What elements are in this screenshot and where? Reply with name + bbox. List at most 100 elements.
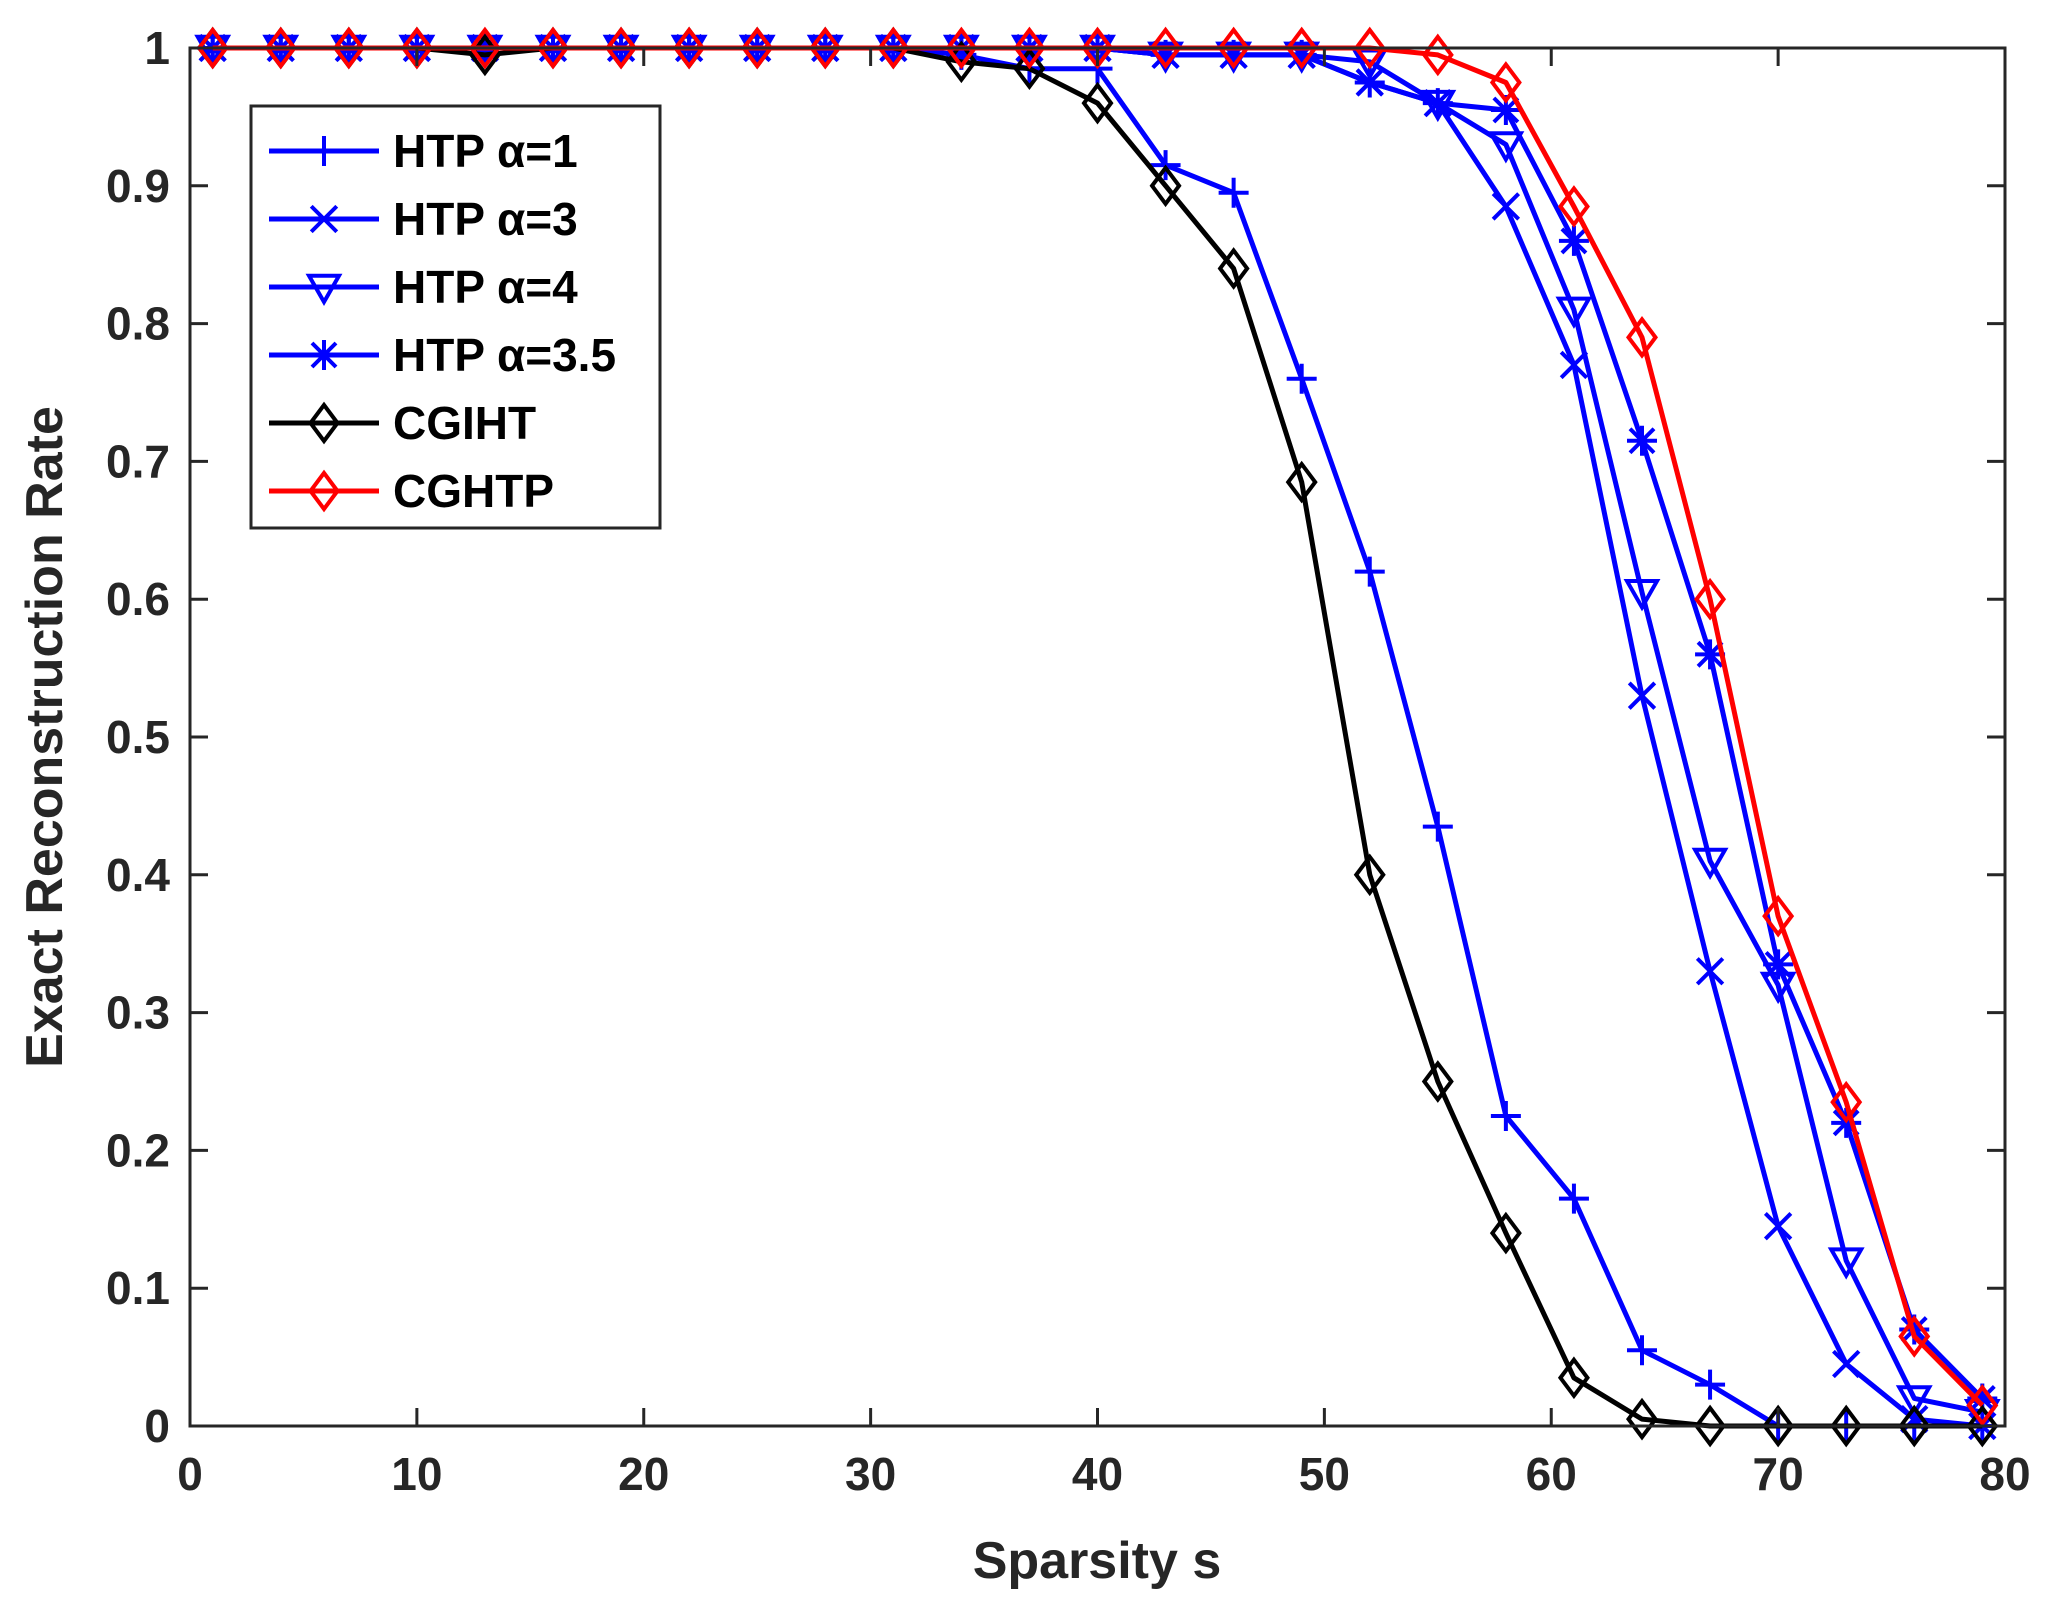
data-point [1627, 1335, 1657, 1366]
data-point [1217, 26, 1250, 70]
y-tick-label: 0 [144, 1400, 170, 1452]
data-point [1966, 1404, 1999, 1448]
data-point [1421, 1060, 1454, 1103]
legend-marker [309, 204, 339, 234]
data-point [1286, 39, 1317, 70]
data-point [1557, 1356, 1590, 1400]
legend-label: CGHTP [393, 465, 554, 517]
data-point [1559, 350, 1589, 380]
data-point [1218, 177, 1249, 208]
x-tick-label: 60 [1526, 1448, 1577, 1500]
data-point [1149, 164, 1182, 208]
data-point [1627, 425, 1657, 456]
data-point [1832, 1349, 1861, 1379]
data-point [1422, 811, 1453, 842]
series-line [212, 45, 1983, 1429]
data-point [1762, 1404, 1795, 1448]
data-point [877, 26, 910, 70]
data-point [1354, 556, 1385, 587]
data-point [1286, 363, 1317, 394]
data-point [1763, 949, 1794, 980]
data-point [1627, 681, 1657, 710]
y-tick-label: 0.9 [106, 160, 170, 212]
data-point [945, 26, 978, 70]
data-point [1555, 296, 1593, 329]
y-tick-label: 0.2 [106, 1124, 170, 1176]
legend: HTP α=1 HTP α=3 HTP α=4 HTP α=3.5 CGIHT CGHTP [249, 104, 662, 530]
x-tick-label: 80 [1979, 1448, 2030, 1500]
data-point [1695, 957, 1725, 986]
data-point [1895, 1385, 1933, 1418]
data-point [468, 26, 501, 70]
y-tick-label: 0.7 [106, 435, 170, 487]
legend-label: HTP α=1 [393, 125, 578, 177]
data-point [264, 26, 297, 70]
legend-item: HTP α=3.5 [269, 329, 616, 381]
data-point [1081, 81, 1114, 125]
data-point [1353, 853, 1386, 897]
data-point [1967, 1383, 1998, 1414]
data-point [332, 26, 365, 70]
y-tick-label: 0.3 [106, 987, 170, 1039]
data-point [1487, 131, 1525, 164]
y-tick-label: 1 [144, 22, 170, 74]
x-tick-label: 10 [391, 1448, 442, 1500]
data-point [1691, 847, 1729, 881]
x-axis: 0 10 20 30 40 50 60 70 80 [177, 48, 2031, 1500]
data-point [1827, 1247, 1865, 1280]
legend-marker [308, 469, 340, 513]
legend-item: CGIHT [269, 397, 536, 449]
x-tick-label: 30 [845, 1448, 896, 1500]
data-point [1013, 47, 1046, 91]
data-point [1150, 39, 1181, 70]
data-point [1490, 1100, 1521, 1131]
data-point [1966, 1383, 1999, 1427]
data-point [1695, 639, 1726, 670]
data-point [1558, 1183, 1589, 1214]
data-point [1557, 185, 1590, 228]
y-axis: 0 0.1 0.2 0.3 0.4 0.5 0.6 0.7 0.8 0.9 1 [106, 22, 2005, 1452]
legend-item: HTP α=1 [269, 125, 578, 177]
x-tick-label: 70 [1753, 1448, 1804, 1500]
x-tick-label: 50 [1299, 1448, 1350, 1500]
legend-item: HTP α=3 [269, 193, 578, 245]
data-point [1558, 225, 1589, 256]
legend-marker [305, 273, 343, 307]
data-point [1490, 95, 1521, 126]
data-point [1354, 67, 1385, 98]
y-tick-label: 0.1 [106, 1262, 170, 1314]
data-point [1149, 26, 1182, 70]
data-point [1217, 247, 1250, 290]
legend-label: HTP α=3.5 [393, 329, 616, 381]
data-point [1898, 1404, 1931, 1448]
data-point [809, 26, 842, 70]
data-point [1762, 894, 1795, 938]
data-point [741, 26, 774, 70]
legend-marker [309, 136, 339, 166]
y-tick-label: 0.4 [106, 849, 170, 901]
data-point [537, 26, 569, 70]
data-point [1694, 577, 1727, 621]
data-point [1626, 1397, 1658, 1441]
data-point [1898, 1315, 1931, 1358]
data-point [196, 26, 229, 70]
legend-marker [308, 401, 340, 445]
legend-box [249, 104, 662, 530]
legend-label: HTP α=4 [393, 261, 578, 313]
legend-label: HTP α=3 [393, 193, 578, 245]
data-point [1218, 39, 1249, 70]
data-point [1351, 48, 1389, 81]
data-point [1623, 579, 1661, 612]
data-point [1285, 460, 1318, 504]
data-point [1830, 1080, 1863, 1124]
data-point [1626, 316, 1658, 359]
legend-item: HTP α=4 [269, 261, 578, 313]
data-point [1285, 26, 1318, 70]
data-point [1491, 192, 1521, 221]
data-point [1489, 61, 1522, 104]
legend-label: CGIHT [393, 397, 536, 449]
data-point [1353, 26, 1386, 70]
data-point [1694, 1404, 1727, 1448]
x-tick-label: 20 [618, 1448, 669, 1500]
x-tick-label: 0 [177, 1448, 203, 1500]
